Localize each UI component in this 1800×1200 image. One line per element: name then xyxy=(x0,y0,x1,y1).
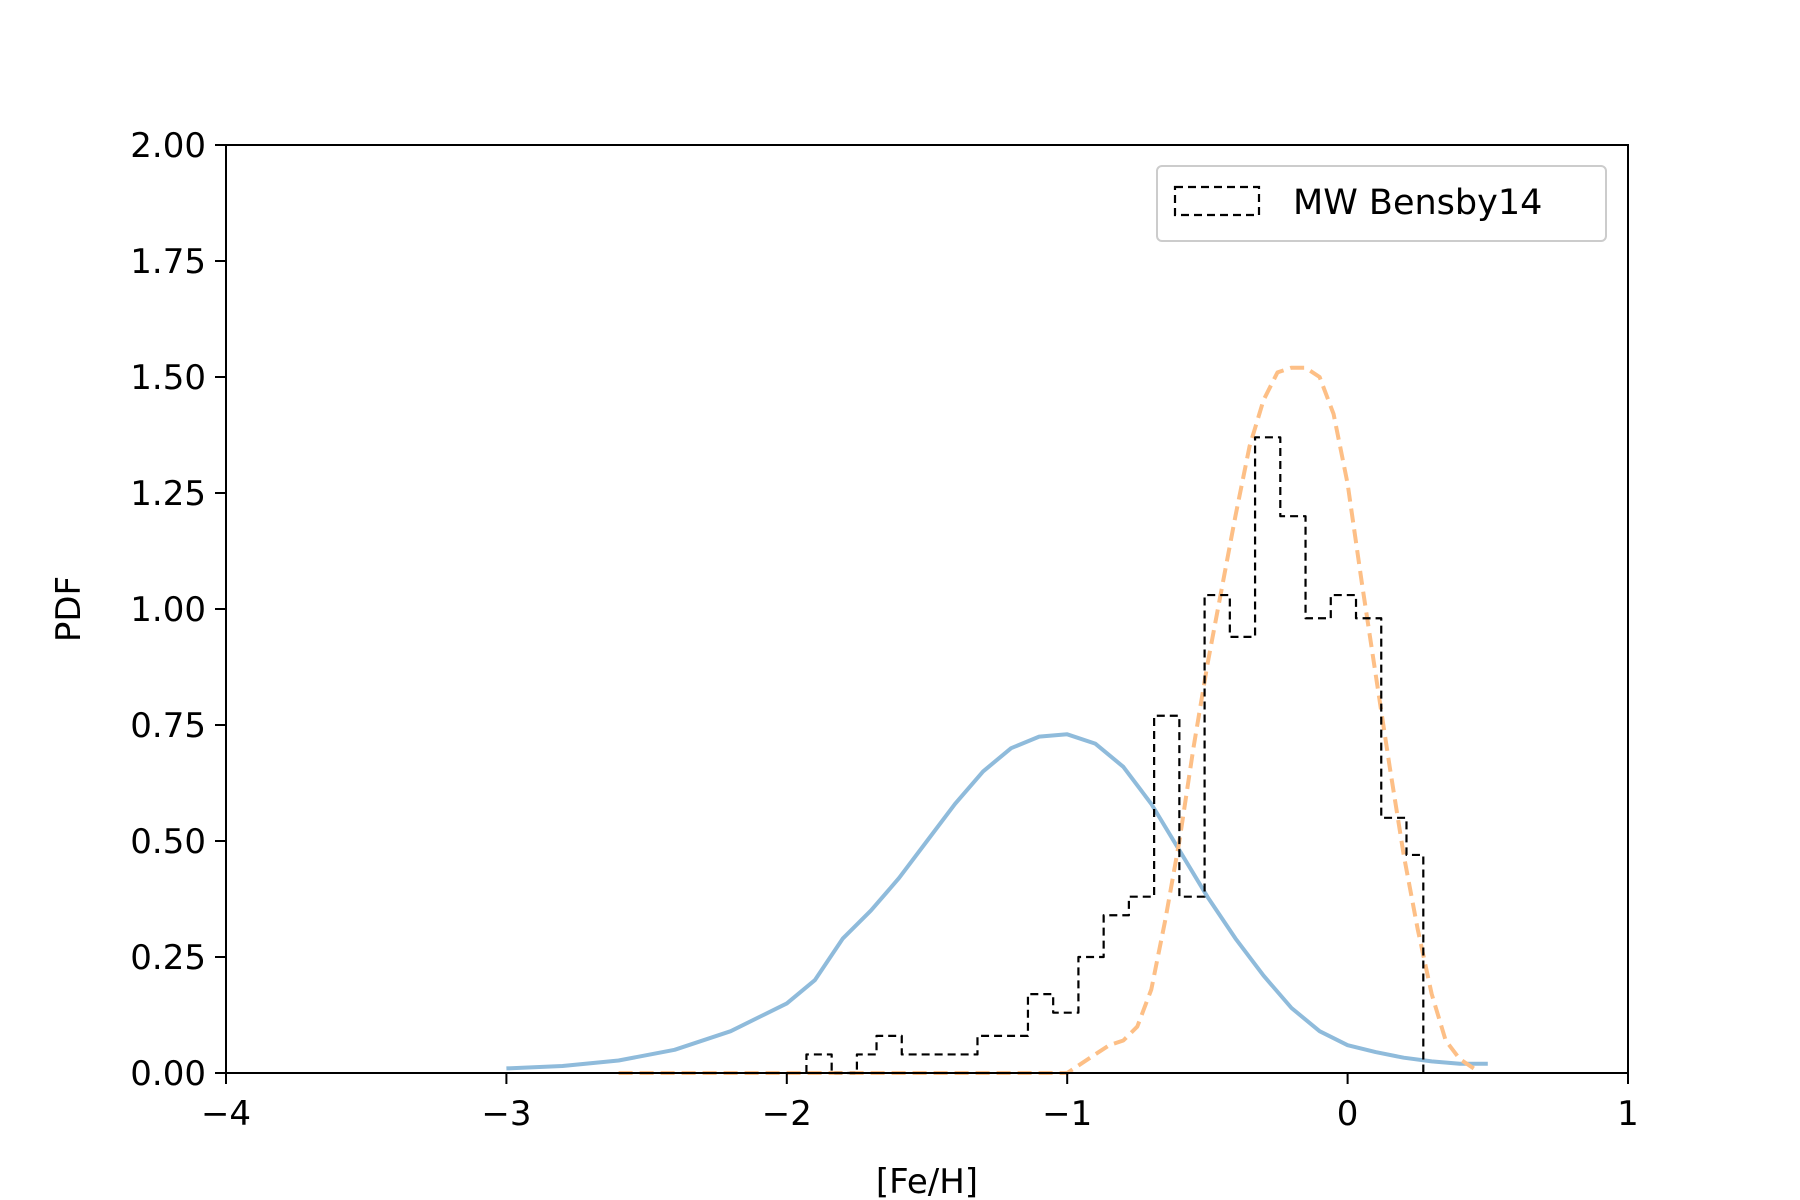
y-axis-label: PDF xyxy=(49,576,89,642)
x-axis-label: [Fe/H] xyxy=(876,1162,978,1200)
y-tick-label: 0.50 xyxy=(130,822,206,862)
x-tick-label: −3 xyxy=(481,1094,531,1134)
y-tick-label: 1.75 xyxy=(130,242,206,282)
series-line-1 xyxy=(506,732,1488,1071)
x-tick-label: 0 xyxy=(1337,1094,1359,1134)
y-axis: 0.00 0.25 0.50 0.75 1.00 1.25 1.50 1.75 2.00 xyxy=(130,126,226,1094)
x-tick-label: −4 xyxy=(201,1094,251,1134)
y-tick-label: 1.25 xyxy=(130,474,206,514)
x-axis: −4 −3 −2 −1 0 1 xyxy=(201,1073,1639,1134)
y-tick-label: 2.00 xyxy=(130,126,206,166)
x-tick-label: −2 xyxy=(762,1094,812,1134)
series-mw-bensby14 xyxy=(805,436,1425,1075)
x-tick-label: 1 xyxy=(1617,1094,1639,1134)
y-tick-label: 1.50 xyxy=(130,358,206,398)
y-tick-label: 0.00 xyxy=(130,1054,206,1094)
legend-box xyxy=(1156,165,1607,242)
y-tick-label: 1.00 xyxy=(130,590,206,630)
legend: MW Bensby14 xyxy=(1156,165,1607,242)
y-tick-label: 0.75 xyxy=(130,706,206,746)
series-line-2 xyxy=(618,365,1475,1075)
plot-series xyxy=(506,365,1488,1075)
legend-swatch-mw-bensby14 xyxy=(1173,185,1261,217)
y-tick-label: 0.25 xyxy=(130,938,206,978)
x-tick-label: −1 xyxy=(1042,1094,1092,1134)
legend-label-mw-bensby14: MW Bensby14 xyxy=(1293,183,1542,223)
